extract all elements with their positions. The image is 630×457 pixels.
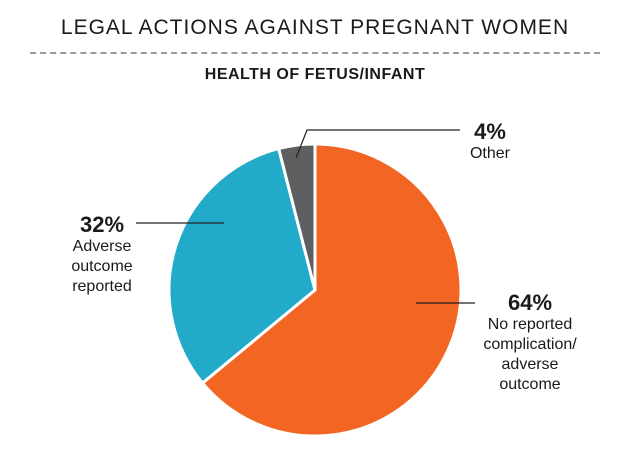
title-divider [30, 52, 600, 54]
label-orange-line-2: complication/ [483, 336, 577, 353]
leader-line-gray [295, 129, 460, 159]
label-blue-line-2: outcome [71, 258, 133, 275]
label-blue-percent: 32% [79, 212, 125, 237]
pie-slice-no-reported-complication [201, 142, 463, 438]
chart-title: LEGAL ACTIONS AGAINST PREGNANT WOMEN [60, 16, 570, 39]
label-blue: 32% Adverse outcome reported [52, 213, 152, 297]
pie-slice-adverse-outcome [167, 147, 317, 385]
label-gray-percent: 4% [474, 119, 506, 144]
label-orange-line-1: No reported [487, 316, 573, 333]
label-orange: 64% No reported complication/ adverse ou… [470, 291, 590, 395]
label-orange-percent: 64% [507, 290, 553, 315]
label-orange-line-4: outcome [499, 376, 561, 393]
label-blue-line-3: reported [72, 278, 132, 295]
label-gray-line-1: Other [469, 145, 510, 162]
pie-slice-other [277, 142, 317, 292]
label-blue-line-1: Adverse [72, 238, 132, 255]
chart-subtitle: HEALTH OF FETUS/INFANT [204, 66, 426, 83]
label-orange-line-3: adverse [501, 356, 559, 373]
label-gray: 4% Other [455, 120, 525, 164]
